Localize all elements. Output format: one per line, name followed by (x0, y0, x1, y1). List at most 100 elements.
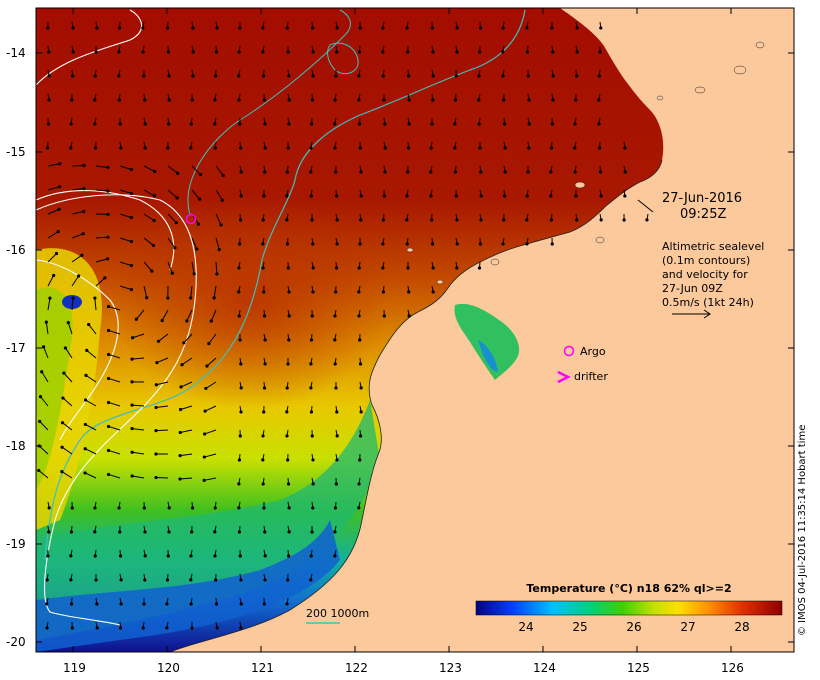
velocity-arrow-head (381, 26, 385, 30)
velocity-arrow-head (160, 318, 164, 323)
velocity-arrow-head (45, 626, 49, 630)
velocity-arrow-head (143, 554, 147, 558)
pointer-line (637, 199, 654, 213)
velocity-arrow-head (239, 386, 243, 390)
velocity-arrow-head (82, 163, 86, 168)
velocity-arrow-head (381, 290, 386, 294)
velocity-arrow-head (190, 530, 194, 534)
velocity-arrow-head (141, 626, 145, 630)
velocity-arrow-head (262, 98, 266, 102)
lon-tick: 122 (345, 661, 368, 675)
velocity-arrow-head (550, 26, 554, 30)
velocity-arrow-head (597, 98, 601, 102)
velocity-arrow-head (106, 400, 111, 405)
velocity-arrow-head (333, 506, 338, 510)
velocity-arrow (62, 422, 73, 431)
velocity-arrow (143, 165, 155, 172)
velocity-arrow (167, 213, 177, 224)
velocity-arrow-head (431, 290, 435, 294)
velocity-arrow-head (117, 50, 121, 54)
velocity-arrow-head (166, 296, 170, 300)
velocity-arrow-head (93, 554, 97, 558)
velocity-arrow-head (118, 554, 123, 558)
velocity-arrow (143, 261, 153, 272)
velocity-arrow-head (239, 170, 243, 174)
velocity-arrow-head (502, 218, 506, 222)
velocity-arrow-head (382, 314, 386, 318)
velocity-arrow-head (335, 26, 339, 30)
velocity-arrow (119, 261, 132, 267)
velocity-arrow-head (215, 272, 219, 276)
velocity-arrow-head (45, 578, 49, 582)
velocity-arrow-head (175, 171, 180, 175)
velocity-arrow-head (382, 194, 386, 198)
velocity-arrow-head (189, 602, 193, 606)
velocity-arrow-head (262, 386, 267, 390)
velocity-arrow-head (106, 165, 110, 170)
velocity-arrow (215, 189, 223, 201)
velocity-arrow-head (165, 626, 169, 630)
velocity-arrow-head (287, 530, 291, 534)
velocity-arrow-head (47, 74, 51, 78)
velocity-arrow (204, 405, 217, 412)
velocity-arrow-head (38, 419, 42, 423)
velocity-arrow-head (454, 194, 458, 198)
altimetry-line: and velocity for (662, 268, 748, 281)
velocity-arrow-head (285, 410, 289, 414)
velocity-arrow-head (204, 386, 208, 391)
velocity-arrow-head (335, 218, 339, 222)
velocity-arrow-head (334, 170, 338, 174)
velocity-arrow-head (287, 338, 291, 342)
velocity-arrow-head (287, 98, 291, 102)
velocity-arrow (180, 405, 193, 410)
velocity-arrow-head (198, 197, 202, 201)
velocity-arrow-head (358, 362, 363, 366)
velocity-arrow-head (220, 198, 224, 202)
velocity-arrow-head (154, 383, 158, 387)
velocity-arrow-head (453, 170, 458, 174)
velocity-arrow-head (239, 626, 243, 630)
velocity-arrow (213, 285, 217, 298)
lat-tick: -19 (6, 537, 26, 551)
velocity-arrow-head (238, 338, 242, 342)
velocity-arrow (131, 404, 145, 407)
velocity-arrow-head (527, 146, 531, 150)
velocity-arrow-head (166, 50, 171, 54)
velocity-arrow-head (178, 454, 182, 458)
velocity-arrow (108, 473, 121, 479)
velocity-arrow-head (215, 26, 219, 30)
velocity-arrow-head (195, 247, 199, 251)
velocity-arrow-head (262, 506, 266, 510)
velocity-arrow-head (310, 434, 314, 438)
velocity-arrow-head (263, 170, 267, 174)
velocity-arrow-head (118, 530, 122, 534)
velocity-arrow-head (309, 554, 313, 558)
velocity-arrow-head (84, 398, 88, 402)
velocity-arrow-head (213, 506, 217, 510)
velocity-arrow-head (525, 218, 529, 222)
velocity-arrow-head (262, 194, 266, 198)
velocity-arrow-head (83, 447, 87, 451)
velocity-arrow-head (358, 434, 363, 438)
velocity-arrow-head (44, 320, 48, 324)
velocity-arrow-head (119, 146, 123, 150)
velocity-arrow-head (453, 98, 458, 102)
velocity-arrow (85, 399, 97, 407)
velocity-arrow-head (93, 296, 97, 300)
velocity-arrow-head (598, 50, 602, 54)
velocity-arrow-head (407, 122, 411, 126)
velocity-arrow-head (285, 170, 289, 174)
velocity-arrow-head (141, 26, 145, 30)
velocity-arrow-head (106, 212, 110, 216)
velocity-arrow-head (287, 314, 291, 318)
velocity-arrow (206, 357, 217, 367)
velocity-arrow (191, 237, 198, 250)
lat-tick: -15 (6, 145, 26, 159)
velocity-arrow-head (239, 578, 243, 582)
velocity-arrow-head (455, 218, 459, 222)
velocity-arrow-head (335, 410, 339, 414)
velocity-arrow-head (167, 506, 171, 510)
velocity-arrows (37, 21, 649, 630)
velocity-arrow-head (525, 26, 529, 30)
velocity-arrow-head (130, 426, 134, 431)
